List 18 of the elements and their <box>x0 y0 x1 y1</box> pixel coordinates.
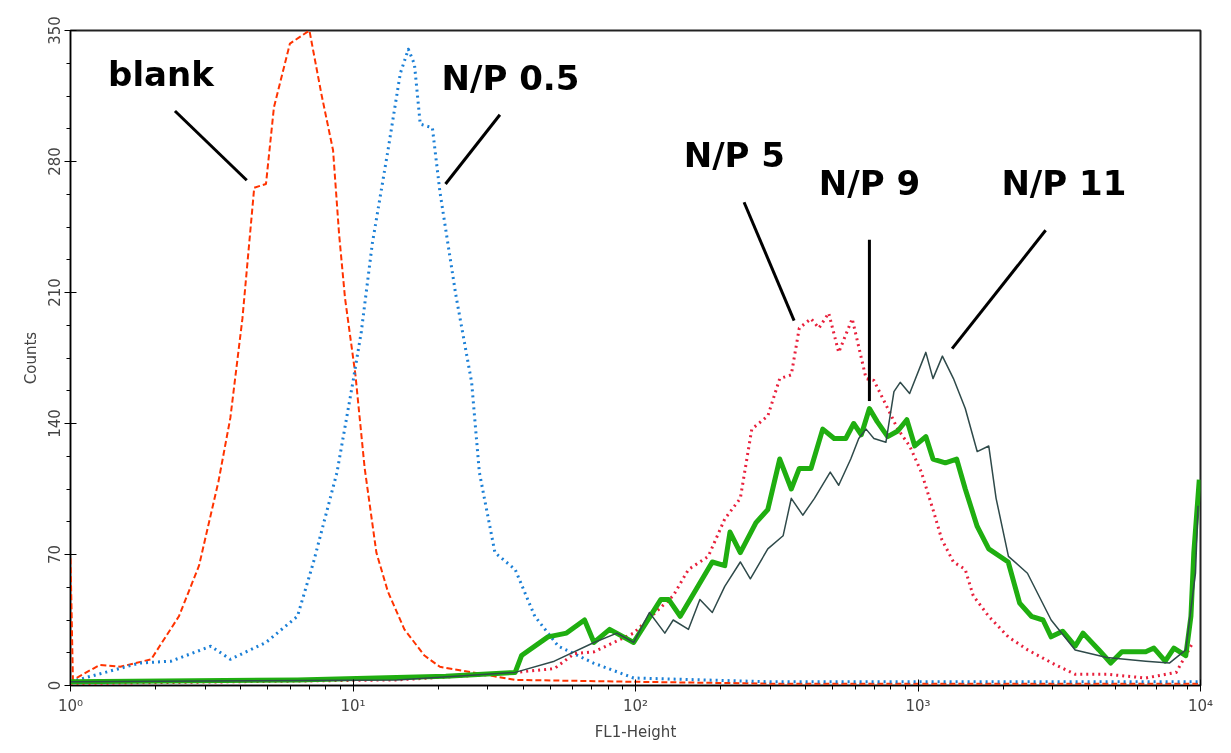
text: N/P 9 <box>818 162 921 203</box>
x-axis-title: FL1-Height <box>594 722 677 741</box>
y-tick-label: 140 <box>45 409 64 438</box>
x-tick-label: 10² <box>622 696 649 715</box>
x-tick-label: 10³ <box>905 696 931 715</box>
series-label: N/P 0.5 <box>441 57 580 98</box>
series-label: blank <box>108 54 216 95</box>
x-tick-label: 10⁰ <box>57 696 84 715</box>
text: N/P 5 <box>683 134 785 175</box>
y-tick-label: 0 <box>45 680 64 691</box>
y-axis-title: Counts <box>21 331 40 385</box>
y-tick-label: 70 <box>45 544 64 565</box>
y-tick-label: 210 <box>45 278 64 307</box>
y-tick-label: 280 <box>45 147 64 176</box>
x-tick-label: 10¹ <box>340 696 366 715</box>
x-tick-label: 10⁴ <box>1187 696 1214 715</box>
y-tick-label: 350 <box>45 16 64 45</box>
text: N/P 11 <box>1001 162 1127 203</box>
